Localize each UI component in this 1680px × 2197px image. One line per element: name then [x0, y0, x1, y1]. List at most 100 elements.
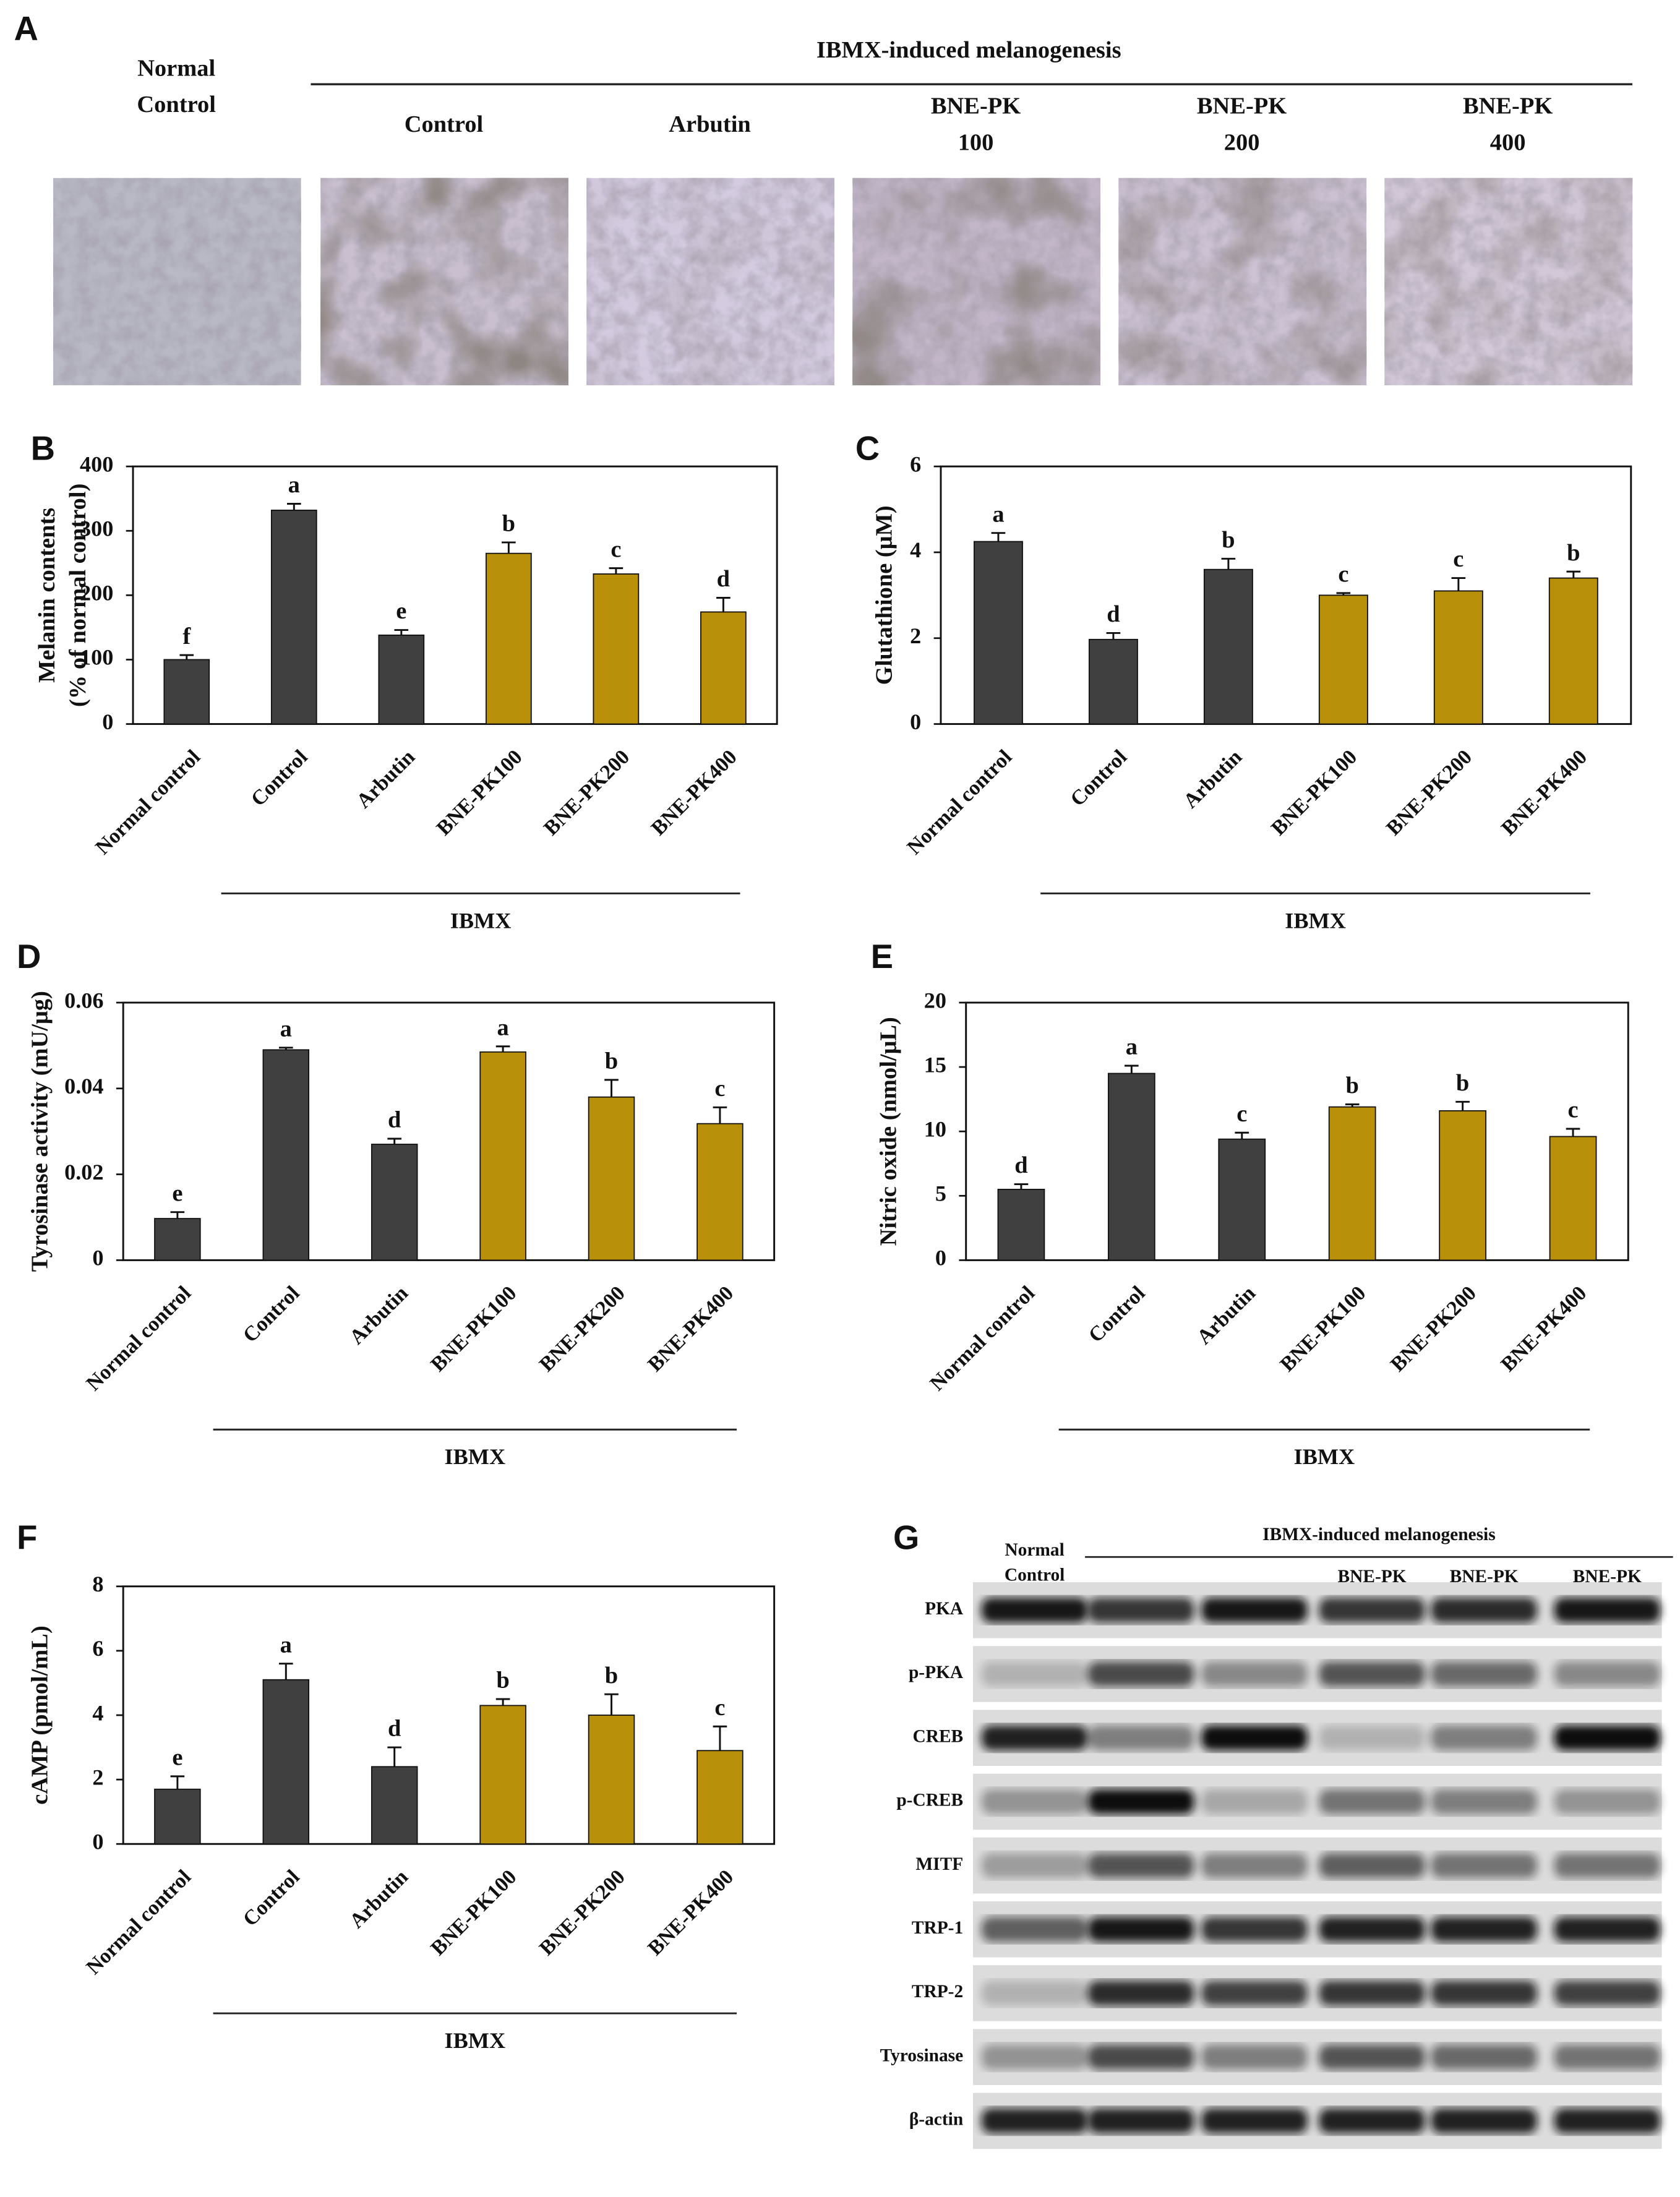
row-label: TRP-2	[912, 1982, 963, 2002]
blot-band	[1554, 2108, 1661, 2134]
x-tick-label: BNE-PK400	[647, 745, 742, 840]
blot-band	[981, 1981, 1088, 2006]
significance-letter: b	[496, 1668, 509, 1694]
column-label: 200	[1224, 129, 1260, 155]
bar	[154, 1218, 201, 1261]
bar	[485, 552, 532, 725]
x-tick-label: BNE-PK100	[1276, 1282, 1371, 1376]
blot-band	[981, 1789, 1088, 1815]
x-tick-label: Arbutin	[345, 1282, 413, 1349]
y-axis-label: Glutathione (μM)	[872, 505, 898, 685]
blot-band	[1554, 1852, 1661, 1878]
blot-band	[1319, 1981, 1426, 2006]
x-tick-label: Control	[1066, 745, 1131, 811]
y-tick-label: 6	[92, 1636, 103, 1661]
x-tick-label: Control	[1084, 1282, 1150, 1347]
y-tick-label: 0	[935, 1246, 946, 1270]
blot-band	[1201, 1725, 1308, 1751]
bar	[154, 1788, 201, 1845]
bar	[696, 1750, 744, 1845]
panel-label: F	[17, 1518, 37, 1556]
y-axis-label: cAMP (pmol/mL)	[27, 1625, 53, 1805]
group-label: IBMX-induced melanogenesis	[1262, 1525, 1496, 1544]
significance-letter: a	[1126, 1034, 1138, 1060]
group-label: IBMX	[1294, 1444, 1355, 1469]
micrograph-pigment	[1384, 178, 1633, 385]
significance-letter: a	[280, 1632, 292, 1658]
blot-band	[1201, 1661, 1308, 1687]
blot-band	[1201, 1981, 1308, 2006]
column-label: 100	[958, 129, 994, 155]
blot-band	[1087, 1661, 1194, 1687]
y-tick-label: 5	[935, 1181, 946, 1206]
x-tick-label: Normal control	[91, 745, 205, 859]
blot-band	[981, 1597, 1088, 1623]
bar	[588, 1096, 635, 1261]
blot-band	[1431, 1916, 1538, 1942]
blot-band	[1554, 1789, 1661, 1815]
significance-letter: a	[280, 1016, 292, 1042]
y-tick-label: 10	[924, 1117, 946, 1142]
bar	[997, 1188, 1045, 1261]
column-label: BNE-PK	[931, 93, 1021, 119]
blot-band	[981, 2044, 1088, 2070]
significance-letter: b	[1456, 1070, 1469, 1096]
blot-band	[981, 2108, 1088, 2134]
blot-band	[981, 1852, 1088, 1878]
blot-band	[1087, 1789, 1194, 1815]
row-label: MITF	[915, 1854, 963, 1874]
row-label: Tyrosinase	[880, 2045, 964, 2065]
x-tick-label: BNE-PK400	[643, 1282, 738, 1376]
y-tick-label: 0	[92, 1246, 103, 1270]
blot-band	[1087, 1916, 1194, 1942]
blot-band	[1087, 1981, 1194, 2006]
group-label: IBMX	[445, 1444, 506, 1469]
micrograph-pigment	[1118, 178, 1367, 385]
y-tick-label: 8	[92, 1572, 103, 1596]
blot-band	[1431, 1852, 1538, 1878]
bar	[1088, 638, 1138, 725]
y-tick-label: 0	[910, 709, 921, 734]
plot-frame	[132, 465, 778, 726]
micrograph-pigment	[586, 178, 834, 385]
x-tick-label: Normal control	[926, 1282, 1040, 1395]
blot-band	[1431, 1661, 1538, 1687]
y-tick-label: 0.06	[64, 988, 103, 1013]
blot-band	[1087, 1852, 1194, 1878]
row-label: p-CREB	[896, 1791, 963, 1810]
significance-letter: c	[1236, 1101, 1247, 1127]
significance-letter: b	[1345, 1073, 1358, 1098]
blot-band	[1201, 2044, 1308, 2070]
column-label: Arbutin	[669, 111, 751, 137]
bar	[270, 509, 317, 725]
x-tick-label: BNE-PK400	[1496, 1282, 1591, 1376]
x-tick-label: BNE-PK400	[643, 1865, 738, 1960]
panel-label: D	[17, 938, 41, 975]
group-label: IBMX	[450, 908, 512, 933]
panel-label: C	[855, 430, 880, 468]
bar	[262, 1679, 310, 1845]
column-label: BNE-PK	[1463, 93, 1553, 119]
x-tick-label: Normal control	[82, 1865, 195, 1979]
significance-letter: d	[1014, 1152, 1027, 1178]
group-label: IBMX-induced melanogenesis	[816, 37, 1121, 63]
blot-band	[1431, 1725, 1538, 1751]
significance-letter: c	[714, 1076, 725, 1102]
bar	[378, 634, 425, 725]
column-label: Control	[137, 92, 216, 118]
bar	[371, 1766, 418, 1845]
blot-band	[1431, 1597, 1538, 1623]
y-axis-label: Nitric oxide (nmol/μL)	[875, 1017, 901, 1246]
blot-band	[981, 1725, 1088, 1751]
row-label: β-actin	[909, 2110, 963, 2130]
x-tick-label: Arbutin	[1179, 745, 1246, 813]
significance-letter: f	[182, 623, 191, 649]
bar	[593, 573, 640, 725]
significance-letter: e	[172, 1180, 182, 1206]
y-tick-label: 100	[80, 645, 113, 670]
row-label: p-PKA	[909, 1663, 964, 1682]
y-tick-label: 0.04	[64, 1074, 103, 1098]
x-tick-label: BNE-PK100	[1267, 745, 1361, 840]
x-tick-label: BNE-PK200	[1382, 745, 1476, 840]
significance-letter: c	[611, 536, 621, 562]
